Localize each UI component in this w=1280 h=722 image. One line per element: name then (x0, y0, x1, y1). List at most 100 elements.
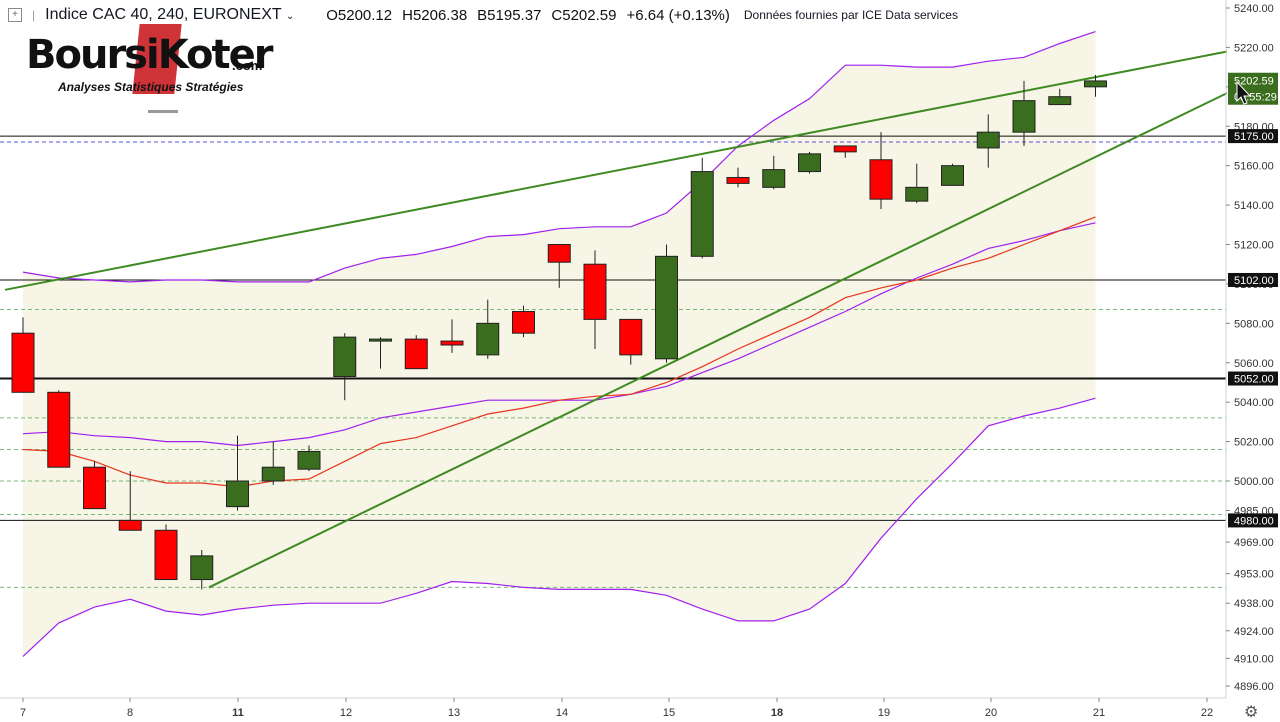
level-label-bg (1228, 272, 1278, 287)
candle (976, 114, 1000, 168)
ohlc-values: O5200.12 H5206.38 B5195.37 C5202.59 +6.6… (326, 7, 730, 24)
candle (333, 333, 357, 401)
candle (547, 244, 571, 288)
candle (11, 317, 35, 393)
gear-icon[interactable]: ⚙ (1244, 704, 1259, 721)
time-tick-label: 20 (985, 707, 997, 719)
axis-labels: 5175.005102.005052.004980.005202.5903:55… (1228, 72, 1278, 528)
level-label-bg (1228, 371, 1278, 386)
expand-icon[interactable]: + (8, 8, 22, 22)
mouse-cursor (1236, 80, 1252, 105)
candle-body-down (11, 332, 35, 393)
open-value: O5200.12 (326, 6, 393, 24)
price-tick-label: 5020.00 (1234, 437, 1274, 449)
symbol-title[interactable]: Indice CAC 40, 240, EURONEXT ⌄ (45, 6, 294, 24)
candle (83, 461, 106, 510)
data-source: Données fournies par ICE Data services (743, 8, 958, 22)
last-price-label-bg (1228, 72, 1278, 105)
candle-body-up (333, 336, 357, 378)
candle (297, 445, 321, 472)
candle-body-down (154, 529, 178, 581)
candle (1084, 75, 1107, 97)
candle (833, 145, 857, 158)
level-label: 4980.00 (1234, 515, 1274, 527)
last-price-label: 5202.59 (1234, 76, 1274, 88)
candle (1048, 88, 1072, 106)
candle (47, 390, 71, 468)
time-tick-label: 13 (448, 707, 460, 719)
candle (941, 163, 964, 186)
candle (726, 167, 750, 188)
symbol-title-label: Indice CAC 40, 240, EURONEXT (45, 6, 282, 23)
trendline-2 (208, 91, 1229, 589)
price-tick-label: 4953.00 (1234, 569, 1274, 581)
bollinger-lower-line (22, 397, 1096, 657)
candle (583, 250, 607, 349)
candle-body-down (869, 159, 893, 200)
candle (690, 157, 714, 259)
bollinger-fill-area (23, 31, 1096, 657)
candle (190, 549, 214, 590)
time-tick-label: 12 (340, 707, 352, 719)
candle-body-down (619, 318, 643, 356)
candle-body-down (404, 338, 428, 370)
candle (404, 335, 428, 370)
time-tick-label: 18 (771, 707, 783, 719)
candle-body-up (690, 171, 714, 257)
price-tick-label: 4938.00 (1234, 598, 1274, 610)
chevron-down-icon[interactable]: ⌄ (285, 11, 295, 22)
candle-body-up (905, 186, 929, 202)
price-axis-bg (1227, 0, 1280, 720)
candle-body-down (83, 466, 106, 510)
time-tick-label: 15 (663, 707, 675, 719)
candle (512, 305, 535, 338)
time-tick-label: 14 (556, 707, 568, 719)
candle-body-up (976, 131, 1000, 149)
candle (261, 441, 285, 485)
candle (619, 318, 643, 365)
candle-body-up (369, 338, 392, 342)
candle-body-up (476, 322, 500, 356)
candle-body-down (47, 391, 71, 468)
candle-body-up (261, 466, 285, 482)
time-tick-label: 21 (1093, 707, 1105, 719)
price-tick-label: 4924.00 (1234, 626, 1274, 638)
boursikoter-logo: BoursiKoter .com Analyses Statistiques S… (24, 24, 274, 116)
candle (226, 435, 249, 511)
price-tick-label: 5160.00 (1234, 161, 1274, 173)
level-label: 5052.00 (1234, 374, 1274, 386)
pointer-icon (1236, 80, 1252, 105)
candle (798, 151, 821, 174)
price-tick-label: 5140.00 (1234, 200, 1274, 212)
candle-body-up (1012, 100, 1036, 133)
level-label: 5175.00 (1234, 131, 1274, 143)
candle (154, 524, 178, 581)
price-tick-label: 4910.00 (1234, 653, 1274, 665)
candle-body-down (512, 311, 535, 334)
candle-body-up (941, 165, 964, 186)
candle-body-up (655, 255, 678, 360)
horizontal-levels (0, 135, 1226, 588)
candle-body-up (297, 450, 321, 470)
price-tick-label: 5060.00 (1234, 358, 1274, 370)
logo-underline (148, 110, 178, 113)
price-tick-label: 5240.00 (1234, 3, 1274, 15)
logo-tagline: Analyses Statistiques Stratégies (58, 80, 244, 94)
price-tick-label: 5000.00 (1234, 476, 1274, 488)
time-tick-label: 19 (878, 707, 890, 719)
candle-body-up (1084, 80, 1107, 88)
candles (11, 75, 1107, 590)
time-axis: 7 8 11 12 13 14 15 18 19 20 21 22 (0, 697, 1226, 719)
level-label-bg (1228, 513, 1278, 528)
candle-body-up (1048, 96, 1072, 106)
candle-body-down (547, 244, 571, 263)
candle (762, 155, 786, 190)
candle (476, 299, 500, 359)
high-value: H5206.38 (402, 6, 468, 24)
candle-body-down (118, 519, 142, 531)
time-tick-label: 8 (127, 707, 133, 719)
level-label: 5102.00 (1234, 275, 1274, 287)
moving-average-line (22, 216, 1096, 488)
time-tick-label: 11 (232, 707, 244, 719)
